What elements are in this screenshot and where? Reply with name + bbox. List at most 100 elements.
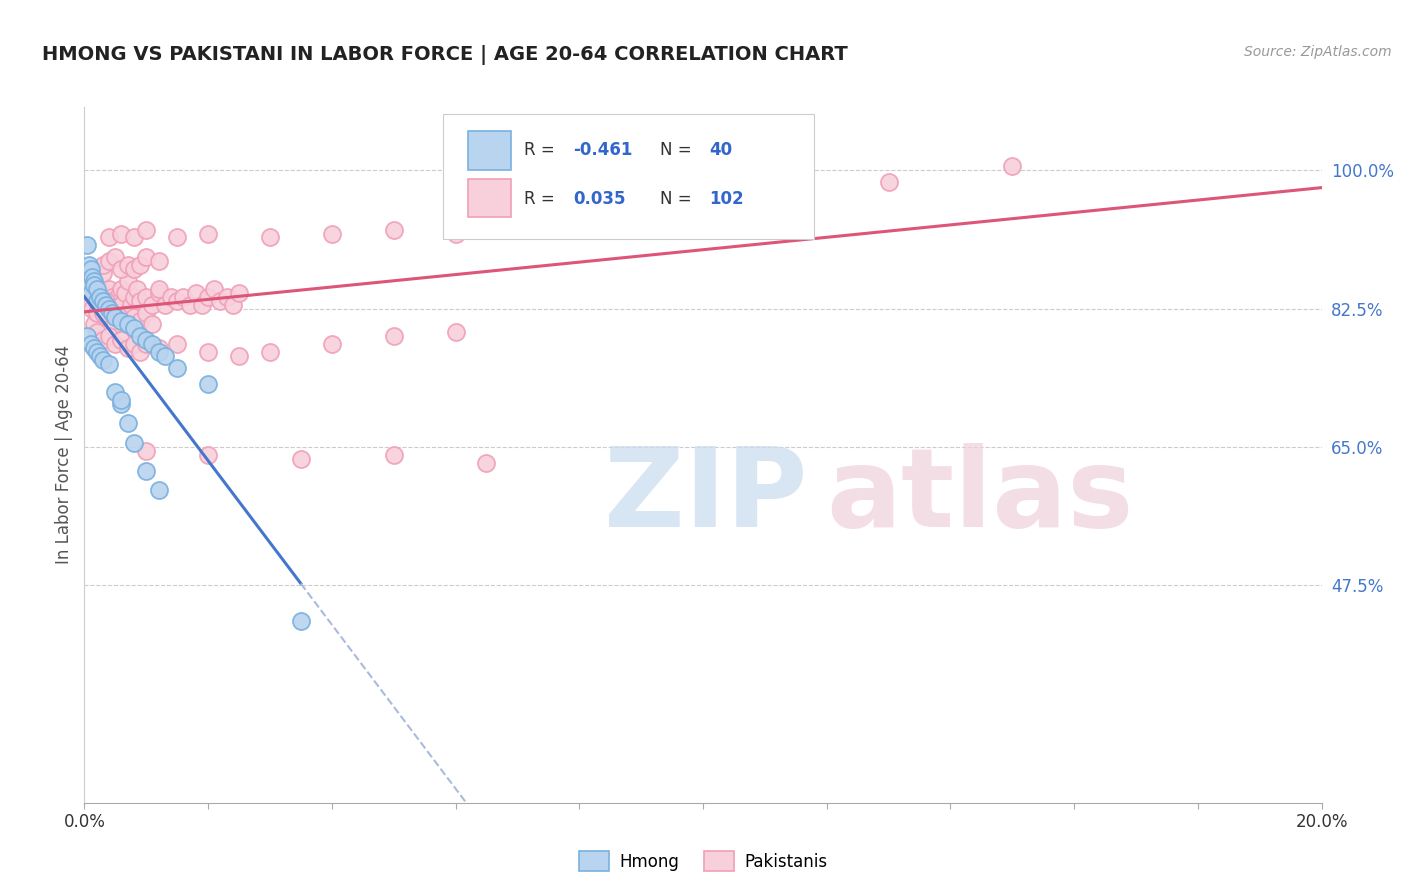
Point [197,345,219,359]
Point [321,337,343,351]
Point [166,293,188,308]
Point [94,310,117,324]
Point [89,349,111,363]
Point [125,282,148,296]
Point [321,227,343,241]
Point [120,298,142,312]
Point [179,298,201,312]
Point [129,313,152,327]
Point [141,298,163,312]
Point [104,250,127,264]
Text: ZIP: ZIP [605,443,807,550]
Point [91,293,114,308]
Point [122,230,145,244]
Point [101,305,124,319]
Text: atlas: atlas [827,443,1135,550]
Point [79,290,101,304]
Point [104,384,127,399]
Point [114,285,136,300]
Point [104,337,127,351]
Point [166,230,188,244]
Point [141,337,163,351]
Point [104,293,127,308]
Point [568,211,591,225]
Point [89,282,111,296]
Point [129,329,152,343]
Point [122,337,145,351]
Point [290,614,312,628]
Point [104,310,127,324]
Point [94,293,117,308]
Point [122,290,145,304]
Point [166,337,188,351]
Point [148,341,170,355]
Point [104,318,127,332]
Point [122,310,145,324]
Point [86,305,108,319]
Point [153,298,176,312]
Point [98,254,121,268]
Point [197,227,219,241]
Text: R =: R = [523,141,560,159]
Point [110,333,132,347]
Point [129,293,152,308]
Point [101,305,124,319]
Point [79,262,101,277]
Point [215,290,238,304]
Point [91,298,114,312]
Text: 40: 40 [709,141,733,159]
Text: R =: R = [523,190,560,208]
Point [754,187,776,202]
Point [148,483,170,498]
Point [290,451,312,466]
Point [259,345,281,359]
Point [135,222,157,236]
Point [80,301,103,316]
Point [209,293,232,308]
Point [98,301,121,316]
Point [98,329,121,343]
Point [259,230,281,244]
Point [94,285,117,300]
Legend: Hmong, Pakistanis: Hmong, Pakistanis [572,845,834,878]
Point [83,318,105,332]
Point [148,285,170,300]
Point [444,326,467,340]
Point [91,353,114,368]
Text: Source: ZipAtlas.com: Source: ZipAtlas.com [1244,45,1392,59]
Point [110,262,132,277]
Point [107,290,129,304]
FancyBboxPatch shape [468,178,512,217]
Point [135,333,157,347]
Point [877,175,900,189]
Point [110,392,132,407]
Point [122,436,145,450]
Point [83,341,105,355]
Point [117,417,139,431]
Point [110,396,132,410]
Point [79,285,101,300]
Point [89,290,111,304]
Point [129,345,152,359]
Point [117,341,139,355]
Point [86,345,108,359]
Point [94,298,117,312]
Point [91,305,114,319]
Point [222,298,245,312]
Point [110,313,132,327]
Y-axis label: In Labor Force | Age 20-64: In Labor Force | Age 20-64 [55,345,73,565]
Point [76,238,98,252]
Point [98,282,121,296]
Point [197,376,219,391]
Point [86,282,108,296]
Point [91,266,114,280]
Point [172,290,194,304]
Point [79,337,101,351]
FancyBboxPatch shape [443,114,814,239]
Point [382,448,405,462]
Point [86,293,108,308]
Point [117,258,139,272]
Text: 102: 102 [709,190,744,208]
Point [122,262,145,277]
Point [135,444,157,458]
